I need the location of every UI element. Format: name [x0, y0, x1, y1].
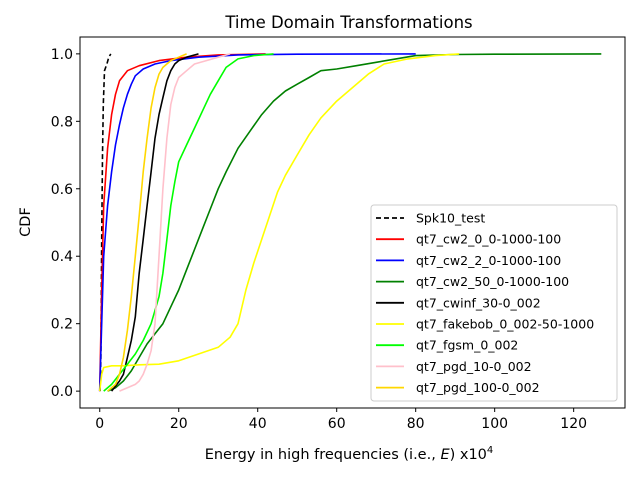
- x-tick-label: 120: [560, 416, 587, 432]
- legend-label-4: qt7_cw2_50_0-1000-100: [416, 274, 569, 289]
- legend-label-7: qt7_fgsm_0_002: [416, 338, 518, 353]
- legend-label-9: qt7_pgd_100-0_002: [416, 380, 540, 395]
- legend-label-6: qt7_fakebob_0_002-50-1000: [416, 317, 594, 332]
- series-line-6: [98, 53, 460, 392]
- series-line-5: [110, 53, 199, 392]
- y-tick-label: 0.0: [51, 384, 73, 400]
- x-axis-ticks: 0 20 40 60 80 100 120: [95, 408, 587, 432]
- x-axis-label: Energy in high frequencies (i.e., E) x10…: [205, 445, 494, 463]
- x-tick-label: 40: [249, 416, 267, 432]
- legend-label-5: qt7_cwinf_30-0_002: [416, 295, 541, 310]
- legend-label-2: qt7_cw2_0_0-1000-100: [416, 232, 561, 247]
- plot-frame: [79, 36, 626, 409]
- legend-label-8: qt7_pgd_10-0_002: [416, 359, 532, 374]
- series-line-3: [98, 53, 416, 392]
- y-tick-label: 1.0: [51, 47, 73, 63]
- x-tick-label: 20: [170, 416, 188, 432]
- series-line-7: [103, 53, 274, 392]
- series-line-8: [119, 53, 231, 392]
- legend-label-1: Spk10_test: [416, 211, 485, 226]
- series-layer: [98, 53, 602, 392]
- series-line-4: [107, 53, 602, 392]
- series-line-9: [107, 53, 187, 392]
- y-tick-label: 0.6: [51, 182, 73, 198]
- legend-frame: [370, 204, 618, 402]
- chart-title: Time Domain Transformations: [224, 13, 472, 32]
- x-tick-label: 80: [407, 416, 425, 432]
- legend: Spk10_test qt7_cw2_0_0-1000-100 qt7_cw2_2_…: [370, 204, 618, 402]
- x-tick-label: 60: [328, 416, 346, 432]
- y-axis-label: CDF: [18, 207, 34, 237]
- x-tick-label: 0: [95, 416, 104, 432]
- y-tick-label: 0.4: [51, 249, 73, 265]
- legend-label-3: qt7_cw2_2_0-1000-100: [416, 253, 561, 268]
- y-axis-ticks: 0.0 0.2 0.4 0.6 0.8 1.0: [51, 47, 80, 400]
- x-tick-label: 100: [481, 416, 508, 432]
- y-tick-label: 0.2: [51, 317, 73, 333]
- y-tick-label: 0.8: [51, 114, 73, 130]
